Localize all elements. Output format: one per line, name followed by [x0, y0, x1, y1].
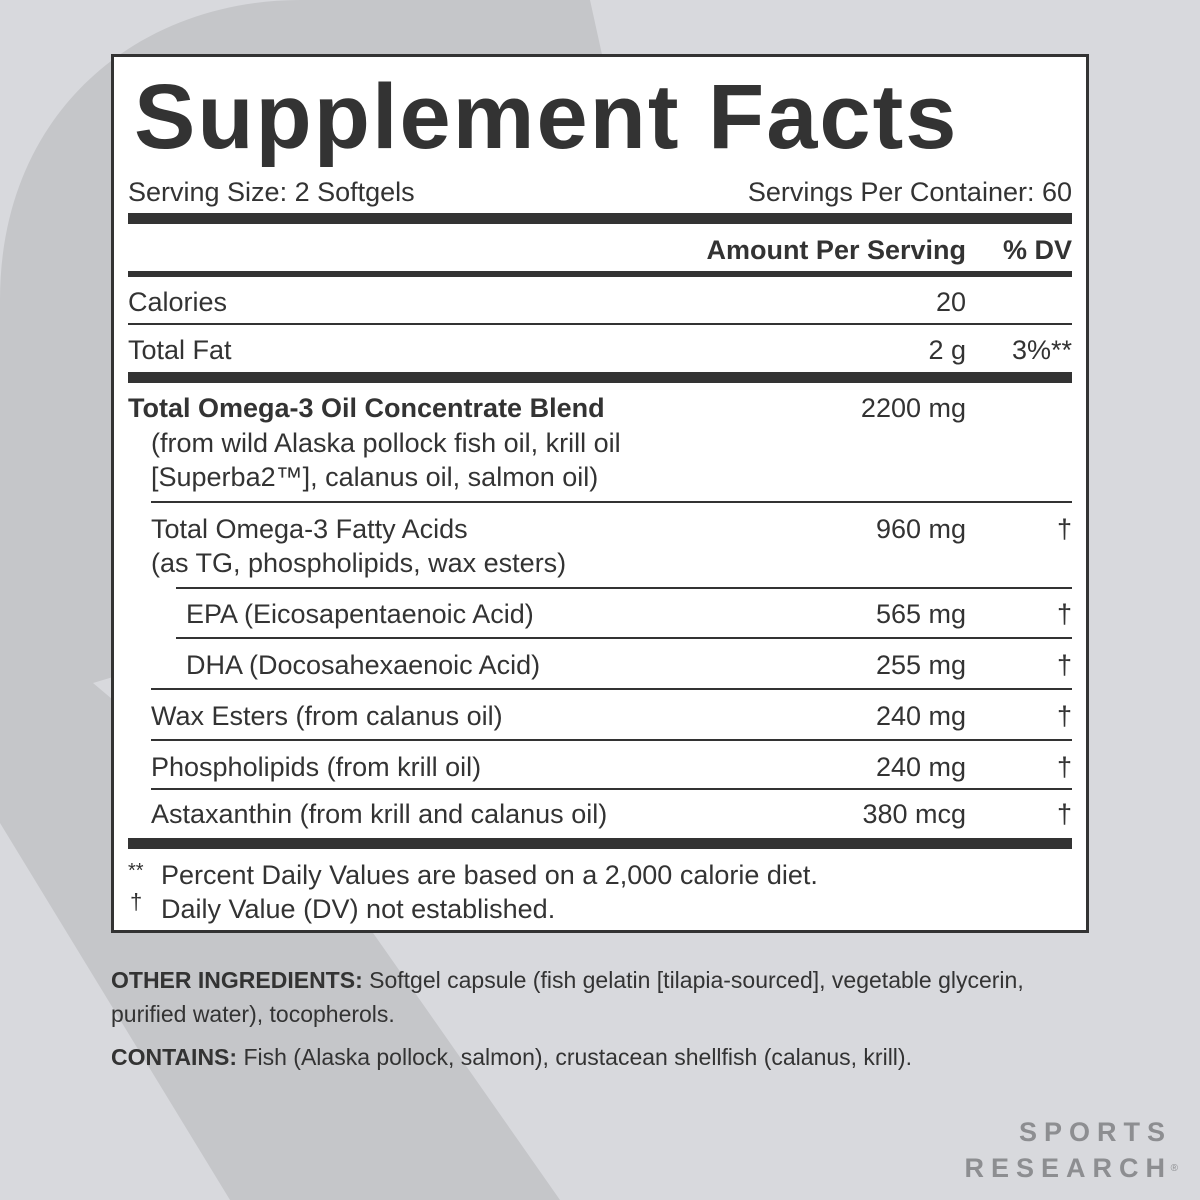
divider	[151, 739, 1072, 741]
nutrient-dv: †	[1056, 514, 1072, 544]
nutrient-amount: 240 mg	[875, 701, 966, 731]
other-ingredients: OTHER INGREDIENTS: Softgel capsule (fish…	[111, 963, 1071, 1031]
footnote-mark: **	[128, 860, 144, 882]
nutrient-amount: 255 mg	[875, 650, 966, 680]
nutrient-name: Calories	[128, 287, 228, 317]
divider-medium	[128, 271, 1072, 277]
nutrient-dv: †	[1056, 752, 1072, 782]
nutrient-name: Astaxanthin (from krill and calanus oil)	[151, 799, 608, 829]
nutrient-name: Total Omega-3 Fatty Acids	[151, 514, 468, 544]
contains-label: CONTAINS:	[111, 1044, 238, 1070]
header-dv: % DV	[1002, 235, 1072, 265]
divider	[151, 688, 1072, 690]
nutrient-detail: [Superba2™], calanus oil, salmon oil)	[151, 462, 599, 492]
nutrient-amount: 380 mcg	[862, 799, 966, 829]
divider	[151, 501, 1072, 503]
footnote-text: Daily Value (DV) not established.	[161, 894, 556, 924]
nutrient-amount: 960 mg	[875, 514, 966, 544]
nutrient-dv: †	[1056, 599, 1072, 629]
divider	[176, 637, 1072, 639]
footnote-mark: †	[130, 889, 143, 914]
divider	[176, 587, 1072, 589]
nutrient-amount: 565 mg	[875, 599, 966, 629]
nutrient-dv: 3%**	[1011, 335, 1072, 365]
nutrient-name: Total Omega-3 Oil Concentrate Blend	[128, 393, 605, 423]
other-ingredients-label: OTHER INGREDIENTS:	[111, 967, 363, 993]
logo-line1: SPORTS	[1018, 1117, 1172, 1147]
registered-mark: ®	[1170, 1163, 1178, 1174]
divider-thick	[128, 838, 1072, 849]
divider-thick	[128, 372, 1072, 383]
nutrient-name: Wax Esters (from calanus oil)	[151, 701, 503, 731]
nutrient-amount: 2 g	[928, 335, 966, 365]
serving-size: Serving Size: 2 Softgels	[128, 177, 415, 207]
nutrient-amount: 2200 mg	[860, 393, 966, 423]
divider-thick	[128, 213, 1072, 224]
contains-text: Fish (Alaska pollock, salmon), crustacea…	[237, 1044, 912, 1070]
nutrient-dv: †	[1056, 701, 1072, 731]
logo-line2: RESEARCH	[964, 1153, 1172, 1183]
supplement-facts-panel: Supplement Facts Serving Size: 2 Softgel…	[111, 54, 1089, 933]
nutrient-name: Phospholipids (from krill oil)	[151, 752, 482, 782]
header-amount: Amount Per Serving	[706, 235, 966, 265]
nutrient-name: DHA (Docosahexaenoic Acid)	[186, 650, 541, 680]
nutrient-detail: (from wild Alaska pollock fish oil, kril…	[151, 428, 621, 458]
nutrient-detail: (as TG, phospholipids, wax esters)	[151, 548, 567, 578]
nutrient-name: Total Fat	[128, 335, 232, 365]
nutrient-name: EPA (Eicosapentaenoic Acid)	[186, 599, 534, 629]
other-ingredients-text: Softgel capsule (fish gelatin [tilapia-s…	[111, 967, 1024, 1027]
footnote-text: Percent Daily Values are based on a 2,00…	[161, 860, 818, 890]
contains: CONTAINS: Fish (Alaska pollock, salmon),…	[111, 1040, 1071, 1074]
nutrient-amount: 240 mg	[875, 752, 966, 782]
divider	[128, 323, 1072, 325]
nutrient-dv: †	[1056, 650, 1072, 680]
nutrient-amount: 20	[935, 287, 966, 317]
divider	[151, 788, 1072, 790]
servings-per-container: Servings Per Container: 60	[747, 177, 1072, 207]
panel-title: Supplement Facts	[134, 66, 959, 168]
nutrient-dv: †	[1056, 799, 1072, 829]
